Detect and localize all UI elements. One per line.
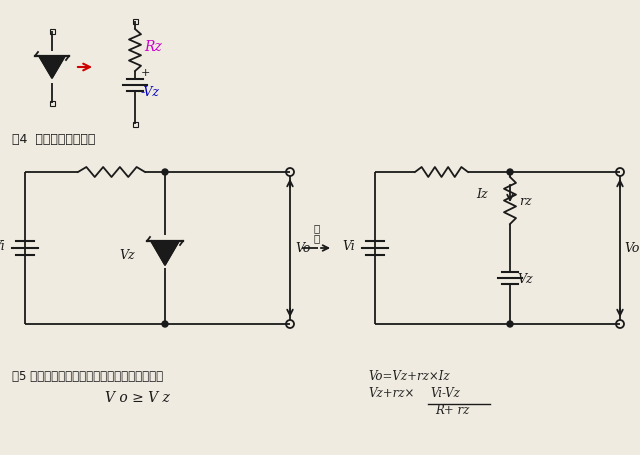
Bar bbox=[49, 30, 54, 35]
Text: rz: rz bbox=[519, 195, 532, 207]
Circle shape bbox=[286, 320, 294, 328]
Bar bbox=[132, 122, 138, 127]
Polygon shape bbox=[39, 57, 65, 79]
Circle shape bbox=[162, 170, 168, 176]
Polygon shape bbox=[151, 242, 179, 265]
Circle shape bbox=[507, 170, 513, 176]
Text: 等: 等 bbox=[314, 222, 320, 233]
Circle shape bbox=[616, 320, 624, 328]
Text: +: + bbox=[141, 68, 150, 78]
Text: Rz: Rz bbox=[144, 40, 162, 54]
Bar bbox=[132, 20, 138, 25]
Text: Iz: Iz bbox=[476, 187, 488, 201]
Text: Vo: Vo bbox=[624, 242, 639, 255]
Text: Vz+rz×: Vz+rz× bbox=[368, 386, 414, 399]
Text: V o ≥ V z: V o ≥ V z bbox=[105, 390, 170, 404]
Circle shape bbox=[616, 169, 624, 177]
Text: Vo=Vz+rz×Iz: Vo=Vz+rz×Iz bbox=[368, 369, 450, 382]
Text: 图4  实际模式导通状态: 图4 实际模式导通状态 bbox=[12, 133, 95, 146]
Text: Vi: Vi bbox=[342, 240, 355, 253]
Text: -Vz: -Vz bbox=[141, 86, 160, 99]
Text: Vi: Vi bbox=[0, 240, 5, 253]
Text: 图5 实际模式导通状态常见的两种稳压接线电路: 图5 实际模式导通状态常见的两种稳压接线电路 bbox=[12, 369, 163, 382]
Bar bbox=[49, 101, 54, 106]
Text: Vi-Vz: Vi-Vz bbox=[430, 386, 460, 399]
Text: Vz: Vz bbox=[517, 273, 532, 286]
Text: 效: 效 bbox=[314, 233, 320, 243]
Text: Vz: Vz bbox=[120, 249, 135, 262]
Circle shape bbox=[507, 321, 513, 327]
Text: R+ rz: R+ rz bbox=[435, 403, 469, 416]
Text: Vo: Vo bbox=[295, 242, 310, 255]
Circle shape bbox=[286, 169, 294, 177]
Circle shape bbox=[162, 321, 168, 327]
